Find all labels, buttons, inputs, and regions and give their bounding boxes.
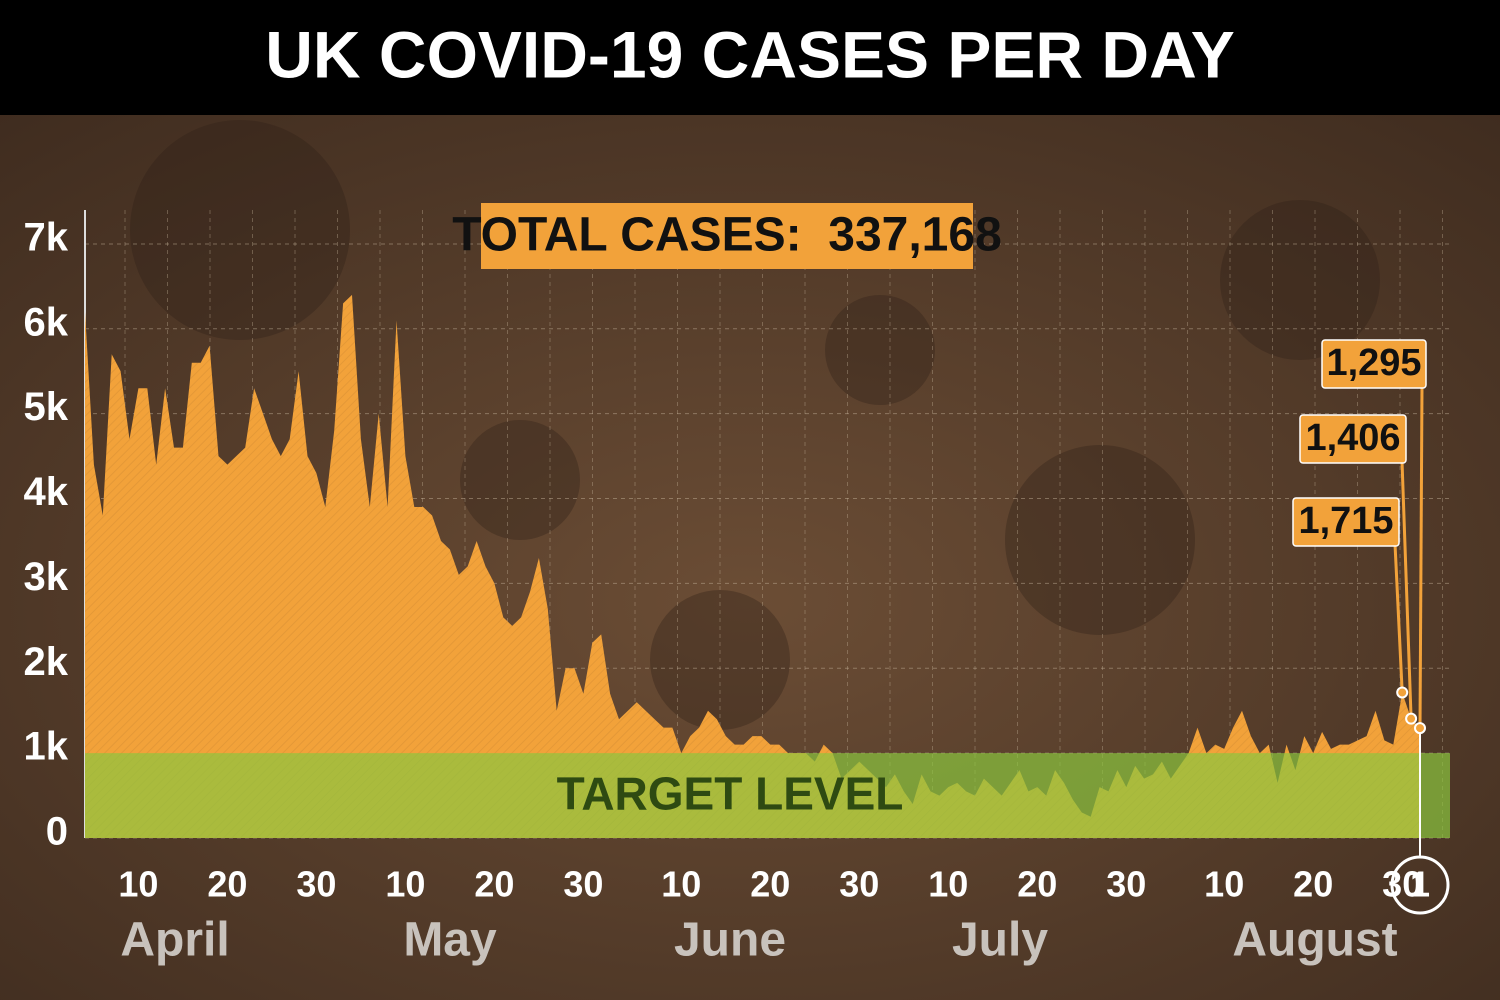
x-tick-label: 30 xyxy=(1106,864,1146,905)
value-label: 1,715 xyxy=(1298,500,1393,542)
y-tick-label: 1k xyxy=(24,725,69,769)
x-tick-label: 10 xyxy=(661,864,701,905)
x-tick-label: 20 xyxy=(1293,864,1333,905)
value-label: 1,295 xyxy=(1326,342,1421,384)
month-label: April xyxy=(120,914,229,967)
month-label: May xyxy=(403,914,497,967)
x-tick-label: 30 xyxy=(839,864,879,905)
x-tick-label: 30 xyxy=(563,864,603,905)
callout-box xyxy=(1299,414,1407,464)
month-label: July xyxy=(952,914,1048,967)
point xyxy=(1405,712,1418,725)
callout-box xyxy=(1292,497,1400,547)
y-tick-label: 2k xyxy=(24,640,69,684)
x-tick-label: 30 xyxy=(296,864,336,905)
area-texture xyxy=(85,294,1420,838)
y-tick-label: 3k xyxy=(24,555,69,599)
x-tick-label: 30 xyxy=(1382,864,1422,905)
callout-line xyxy=(1393,543,1404,693)
y-tick-label: 6k xyxy=(24,300,69,344)
value-label: 1,406 xyxy=(1305,417,1400,459)
total-box xyxy=(481,203,973,269)
y-tick-label: 5k xyxy=(24,385,69,429)
callout-line xyxy=(1400,460,1413,719)
title-bar xyxy=(0,0,1500,115)
y-tick-label: 7k xyxy=(24,216,69,260)
x-tick-label: 10 xyxy=(385,864,425,905)
y-tick-label: 0 xyxy=(46,810,68,854)
x-tick-label: 10 xyxy=(928,864,968,905)
virus-decoration xyxy=(130,120,1380,730)
target-band xyxy=(85,753,1450,838)
target-label: TARGET LEVEL xyxy=(557,768,904,820)
x-tick-label: 20 xyxy=(207,864,247,905)
month-label: August xyxy=(1232,914,1397,967)
total-label: TOTAL CASES: 337,168 xyxy=(452,209,1002,262)
plot: 0 1k 2k 3k 4k 5k 6k 7k TARGET LEVEL TOTAL CASES: … xyxy=(24,203,1450,967)
chart-title: UK COVID-19 CASES PER DAY xyxy=(265,17,1234,91)
x-tick-label: 20 xyxy=(750,864,790,905)
month-label: June xyxy=(674,914,786,967)
y-tick-label: 4k xyxy=(24,470,69,514)
x-tick-label: 20 xyxy=(474,864,514,905)
point xyxy=(1414,722,1426,735)
x-tick-label: 10 xyxy=(1204,864,1244,905)
callout-line xyxy=(1418,385,1424,729)
x-tick-label: 1 xyxy=(1410,864,1430,905)
point xyxy=(1396,686,1409,699)
x-tick-label: 10 xyxy=(118,864,158,905)
callout-box xyxy=(1321,339,1427,389)
x-tick-label: 20 xyxy=(1017,864,1057,905)
